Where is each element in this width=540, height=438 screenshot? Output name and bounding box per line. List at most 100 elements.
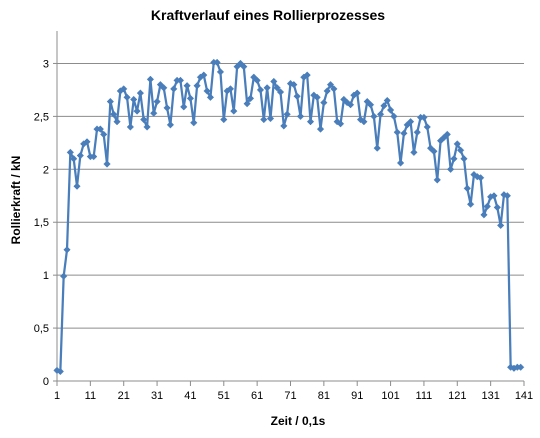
data-point [433,176,441,184]
x-tick-label: 71 [284,390,296,402]
data-point [106,97,115,106]
data-point [103,160,111,168]
data-point [130,95,138,104]
data-point [160,84,168,92]
data-point [266,114,275,123]
data-point [413,128,421,136]
data-point [143,123,151,131]
data-point [56,367,64,376]
data-point [120,85,128,93]
data-point [423,123,431,131]
data-point [100,130,108,139]
y-tick-label: 0 [43,376,49,388]
data-point [303,71,311,79]
y-tick-label: 2,5 [34,111,49,123]
x-tick-label: 141 [515,390,533,402]
y-tick-label: 0,5 [34,323,49,335]
y-tick-label: 1 [43,270,49,282]
y-tick-label: 2 [43,164,49,176]
data-point [280,122,288,130]
data-point [240,62,248,71]
data-point [113,118,121,126]
data-point [376,110,385,118]
data-point [136,89,145,97]
axes [53,31,525,386]
data-point [70,155,78,163]
data-point [276,88,285,96]
data-point [260,115,268,124]
x-tick-label: 31 [151,390,163,402]
data-point [313,93,321,101]
data-point [226,85,235,93]
data-point [420,113,428,122]
data-point [140,115,148,124]
data-point [163,104,171,112]
data-point [460,155,468,163]
data-point [450,155,458,163]
data-point [206,93,215,101]
data-point [150,109,158,117]
data-point [63,246,71,254]
data-point [306,118,315,126]
data-point [406,118,415,126]
data-point [263,84,271,92]
x-tick-label: 41 [184,390,196,402]
data-point [503,192,511,200]
data-point [190,119,198,127]
data-point [283,110,291,118]
tick-labels: 00,511,522,531 11 21 31 41 51 61 71 81 91 101 111 12… [34,58,533,402]
data-point [316,125,325,133]
data-point [216,68,225,76]
data-point [476,174,485,182]
data-point [220,115,228,124]
gridlines [57,62,524,329]
chart-title: Kraftverlauf eines Rollierprozesses [151,7,385,23]
data-point [96,125,105,133]
data-point [370,112,378,121]
data-point [330,85,338,93]
data-point [386,106,395,114]
data-point [230,107,238,115]
data-point [270,77,278,86]
data-point [456,146,465,154]
data-point [290,80,298,89]
data-point [180,103,188,111]
data-point [336,120,345,128]
x-tick-label: 131 [481,390,499,402]
x-tick-label: 121 [448,390,466,402]
data-point [246,94,255,103]
data-point [400,129,408,137]
data-point [166,121,175,129]
data-point [253,76,261,85]
data-point [483,202,491,211]
data-point [153,97,161,106]
y-tick-label: 1,5 [34,217,49,229]
data-point [517,363,525,371]
data-point [256,86,265,94]
x-tick-label: 1 [54,390,60,402]
data-point [366,101,375,109]
data-point [446,165,455,173]
data-point [373,144,381,152]
data-point [183,82,191,90]
data-point [193,82,201,90]
data-point [123,93,131,101]
series-layer [53,58,525,376]
data-point [293,92,301,100]
x-tick-label: 91 [351,390,363,402]
data-point [383,96,391,105]
x-axis-label: Zeit / 0,1s [271,414,326,428]
data-point [110,110,118,118]
data-point [490,192,498,200]
y-tick-label: 3 [43,58,49,70]
data-point [126,123,135,131]
data-point [360,118,368,126]
data-point [76,151,85,160]
data-point [496,221,505,230]
data-point [410,148,418,157]
data-point [200,71,208,79]
data-point [463,184,471,193]
data-point [203,87,211,95]
data-point [186,94,195,103]
